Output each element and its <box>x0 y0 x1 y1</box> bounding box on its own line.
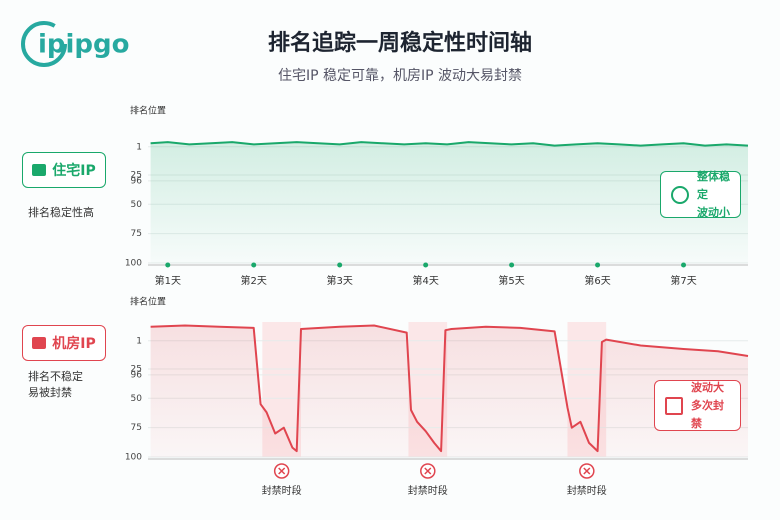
badge-text: 波动大 多次封禁 <box>691 379 730 433</box>
subtitle: 住宅IP 稳定可靠，机房IP 波动大易封禁 <box>278 68 522 84</box>
ban-icon-x <box>278 467 286 475</box>
y-tick-label: 1 <box>136 142 142 152</box>
logo-ring <box>21 21 67 67</box>
y-tick-label: 75 <box>131 423 142 433</box>
ban-label: 封禁时段 <box>408 484 448 497</box>
x-tick-label: 第5天 <box>498 274 524 287</box>
badge-icon <box>665 396 683 415</box>
y-tick-label: 50 <box>131 200 143 210</box>
y-tick-label: 96 <box>131 176 143 186</box>
badge-icon <box>671 185 689 204</box>
badge-line: 波动大 <box>691 380 724 394</box>
badge: 波动大 多次封禁 <box>654 380 741 431</box>
x-tick-dot <box>423 262 429 268</box>
ban-icon-x <box>583 467 591 475</box>
ban-icon-x <box>424 467 432 475</box>
y-tick-label: 100 <box>125 259 142 269</box>
area <box>150 142 748 263</box>
y-tick-label: 100 <box>125 453 142 463</box>
side-note: 易被封禁 <box>28 386 72 399</box>
y-tick-label: 25 <box>131 170 142 180</box>
x-tick-dot <box>251 262 257 268</box>
line <box>150 324 749 453</box>
side-label: 住宅IP <box>22 152 106 188</box>
y-tick-label: 1 <box>136 336 142 346</box>
x-tick-label: 第7天 <box>670 274 696 287</box>
side-label: 机房IP <box>22 325 106 361</box>
side-label-text: 机房IP <box>52 336 96 352</box>
y-axis-label: 排名位置 <box>130 105 166 117</box>
badge-line: 波动小 <box>697 205 730 219</box>
x-tick-dot <box>681 262 687 268</box>
ban-label: 封禁时段 <box>567 484 607 497</box>
y-tick-label: 96 <box>131 370 143 380</box>
y-tick-label: 25 <box>131 364 142 374</box>
x-tick-label: 第1天 <box>155 274 181 287</box>
area <box>150 325 748 457</box>
x-tick-dot <box>165 262 171 268</box>
y-tick-label: 50 <box>131 394 143 404</box>
side-note: 排名稳定性高 <box>28 206 94 219</box>
badge: 整体稳定 波动小 <box>660 170 741 219</box>
line <box>150 141 749 147</box>
side-icon <box>32 164 47 176</box>
y-axis-label: 排名位置 <box>130 296 166 308</box>
x-tick-dot <box>595 262 601 268</box>
title: 排名追踪一周稳定性时间轴 <box>268 30 532 56</box>
x-tick-label: 第3天 <box>327 274 353 287</box>
badge-line: 多次封禁 <box>691 398 724 430</box>
x-tick-label: 第6天 <box>584 274 610 287</box>
side-note: 排名不稳定 <box>28 370 83 383</box>
x-tick-dot <box>509 262 515 268</box>
x-tick-label: 第2天 <box>241 274 267 287</box>
side-icon <box>32 337 47 349</box>
x-tick-label: 第4天 <box>412 274 438 287</box>
y-tick-label: 75 <box>131 229 142 239</box>
logo: ipipgo <box>38 30 130 60</box>
badge-line: 整体稳定 <box>697 169 730 201</box>
side-label-text: 住宅IP <box>52 163 96 179</box>
badge-text: 整体稳定 波动小 <box>697 168 730 222</box>
ban-label: 封禁时段 <box>262 484 302 497</box>
x-tick-dot <box>337 262 343 268</box>
